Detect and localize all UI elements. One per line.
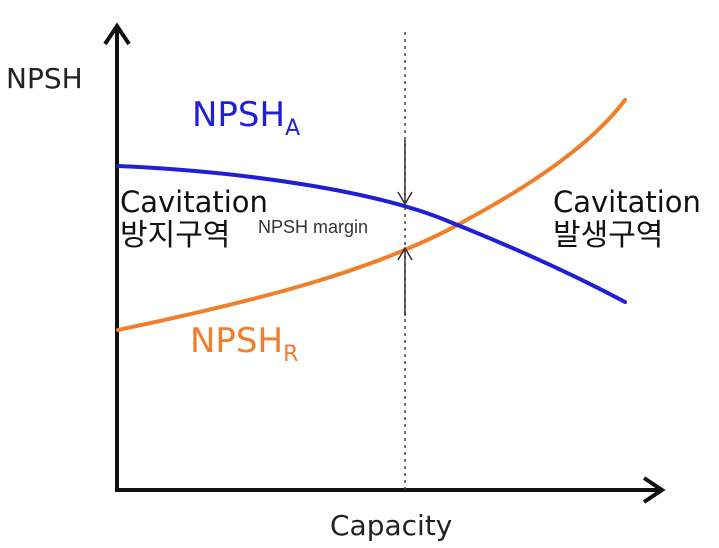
x-axis-arrowhead bbox=[642, 476, 666, 504]
zone-left-title: Cavitation bbox=[120, 185, 268, 219]
npsh-r-label-main: NPSH bbox=[190, 321, 284, 361]
x-axis-label: Capacity bbox=[330, 509, 453, 542]
y-axis-arrowhead bbox=[103, 22, 131, 46]
npsh-a-label: NPSHA bbox=[192, 98, 300, 140]
npsh-a-curve bbox=[116, 164, 627, 304]
npsh-a-label-sub: A bbox=[285, 116, 301, 141]
zone-right-subtitle: 발생구역 bbox=[553, 217, 664, 253]
npsh-r-curve bbox=[116, 98, 627, 332]
npsh-a-label-main: NPSH bbox=[192, 95, 286, 135]
y-axis-label: NPSH bbox=[6, 62, 83, 95]
cavitation-prevention-zone-label: Cavitation 방지구역 bbox=[120, 185, 268, 253]
zone-right-title: Cavitation bbox=[553, 185, 701, 219]
cavitation-occurrence-zone-label: Cavitation 발생구역 bbox=[553, 185, 701, 253]
npsh-r-label-sub: R bbox=[283, 342, 299, 367]
margin-arrow-down-head bbox=[397, 191, 413, 206]
margin-arrow-up-head bbox=[397, 246, 413, 261]
npsh-r-label: NPSHR bbox=[190, 324, 298, 366]
zone-left-subtitle: 방지구역 bbox=[120, 217, 231, 253]
npsh-margin-label: NPSH margin bbox=[258, 217, 369, 237]
